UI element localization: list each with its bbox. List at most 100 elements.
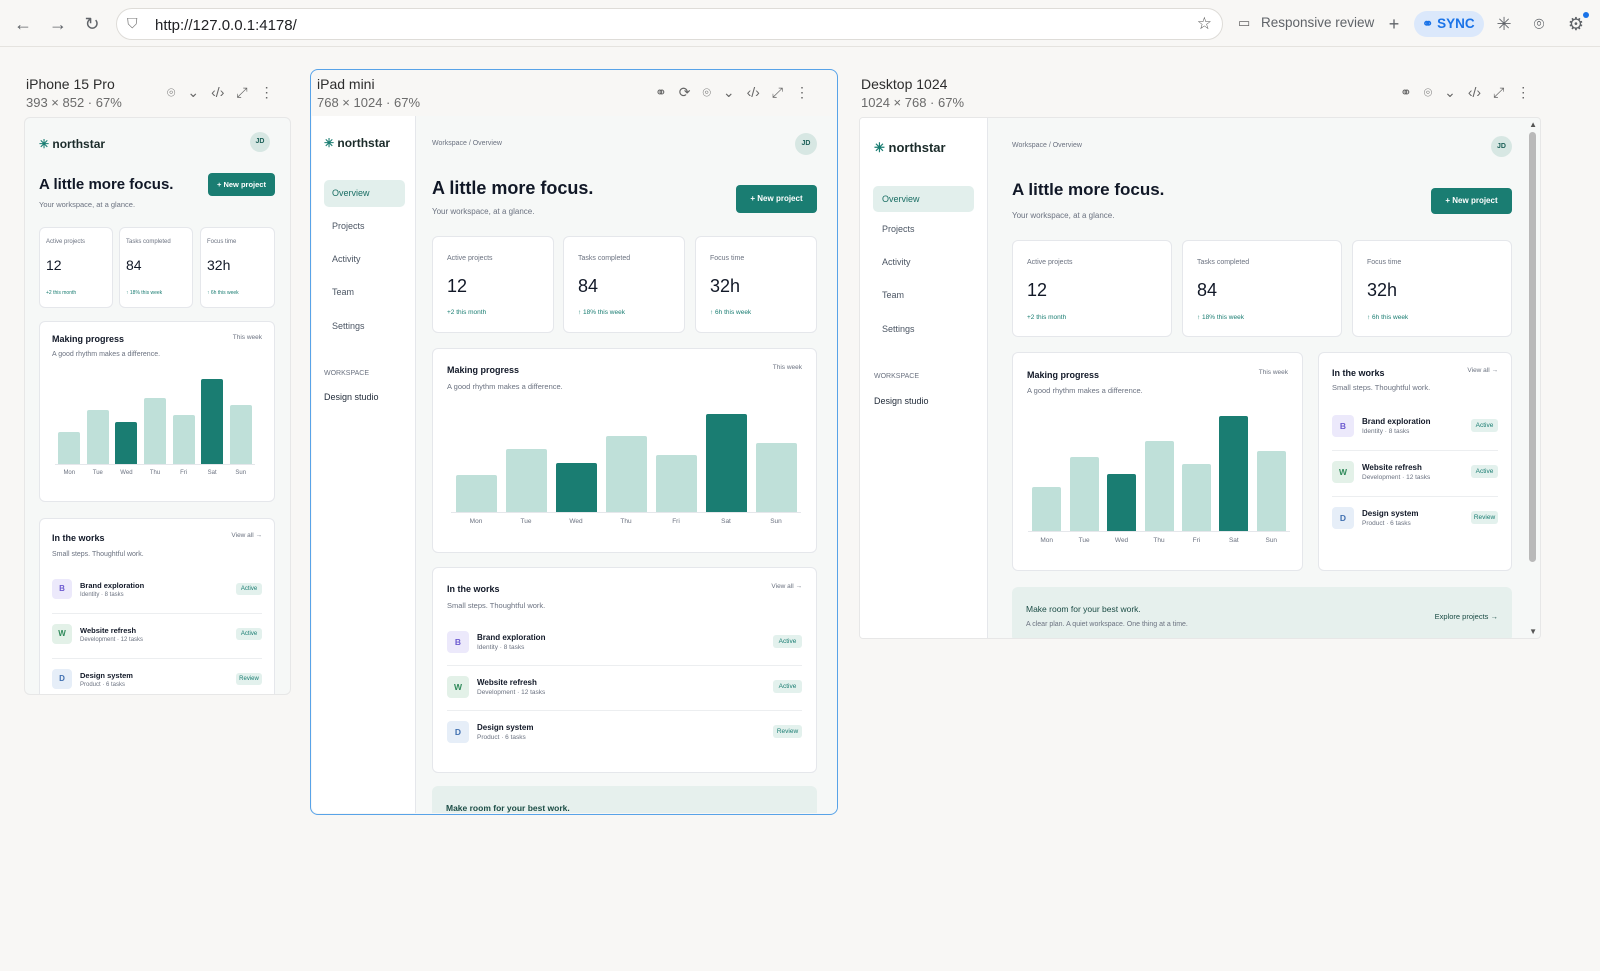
- avatar[interactable]: JD: [1491, 136, 1512, 157]
- star-icon: ✳: [324, 136, 338, 150]
- project-name[interactable]: Design system: [80, 671, 133, 680]
- expand-icon[interactable]: ⤢: [236, 84, 248, 100]
- code-icon[interactable]: ‹/›: [746, 84, 760, 100]
- more-icon[interactable]: ⋮: [1516, 84, 1531, 100]
- camera-icon[interactable]: ⌾: [167, 84, 176, 100]
- view-all-link[interactable]: View all →: [771, 583, 802, 590]
- scrollbar-thumb[interactable]: [1529, 132, 1536, 562]
- camera-icon[interactable]: ⌾: [1533, 14, 1545, 34]
- forward-icon[interactable]: →: [49, 14, 67, 34]
- nav-team[interactable]: Team: [882, 290, 905, 300]
- link-icon[interactable]: ⚭: [1400, 84, 1412, 100]
- expand-icon[interactable]: ⤢: [771, 84, 784, 100]
- status-badge: Review: [1471, 511, 1498, 524]
- workspace-name[interactable]: Design studio: [874, 396, 929, 406]
- address-bar[interactable]: ⛉ http://127.0.0.1:4178/ ☆: [116, 8, 1223, 40]
- code-icon[interactable]: ‹/›: [1467, 84, 1482, 100]
- project-name[interactable]: Design system: [477, 723, 534, 732]
- avatar[interactable]: JD: [250, 132, 270, 152]
- page-subtitle: Your workspace, at a glance.: [39, 200, 136, 209]
- project-meta: Product · 6 tasks: [1362, 520, 1411, 527]
- project-name[interactable]: Website refresh: [80, 626, 137, 635]
- nav-activity[interactable]: Activity: [882, 257, 911, 267]
- page-subtitle: Your workspace, at a glance.: [432, 207, 535, 216]
- chart-axis: [451, 512, 801, 513]
- project-name[interactable]: Website refresh: [477, 678, 537, 687]
- chevron-down-icon[interactable]: ⌄: [187, 84, 200, 100]
- view-all-link[interactable]: View all →: [1467, 367, 1498, 374]
- project-meta: Development · 12 tasks: [1362, 474, 1431, 481]
- back-icon[interactable]: ←: [14, 14, 32, 34]
- printer-icon: ▭: [1238, 15, 1251, 30]
- explore-projects-link[interactable]: Explore projects →: [1434, 612, 1498, 621]
- new-project-button[interactable]: + New project: [208, 173, 275, 196]
- workspace-name[interactable]: Design studio: [324, 392, 379, 402]
- project-tile: W: [1332, 461, 1354, 483]
- nav-activity[interactable]: Activity: [332, 254, 361, 264]
- rotate-icon[interactable]: ⟳: [678, 84, 691, 100]
- logo[interactable]: ✳ northstar: [324, 136, 390, 150]
- ipad-frame-selected[interactable]: [310, 69, 838, 815]
- nav-overview[interactable]: Overview: [324, 180, 405, 207]
- camera-icon[interactable]: ⌾: [1423, 84, 1433, 100]
- period-label[interactable]: This week: [1258, 369, 1288, 376]
- status-badge: Active: [773, 635, 802, 648]
- project-name[interactable]: Brand exploration: [80, 581, 145, 590]
- logo-text: northstar: [888, 140, 946, 155]
- expand-icon[interactable]: ⤢: [1493, 84, 1505, 100]
- breadcrumb: Workspace / Overview: [1012, 142, 1082, 149]
- scroll-up-icon[interactable]: ▲: [1529, 120, 1537, 129]
- stat-card: Tasks completed 84 ↑ 18% this week: [563, 236, 685, 333]
- view-all-link[interactable]: View all →: [231, 532, 262, 539]
- stat-card: Tasks completed 84 ↑ 18% this week: [119, 227, 193, 308]
- more-icon[interactable]: ⋮: [795, 84, 810, 100]
- nav-projects[interactable]: Projects: [332, 221, 365, 231]
- nav-projects[interactable]: Projects: [882, 224, 915, 234]
- page-title: A little more focus.: [432, 178, 594, 198]
- logo[interactable]: ✳ northstar: [39, 137, 105, 151]
- camera-icon[interactable]: ⌾: [702, 84, 711, 100]
- more-icon[interactable]: ⋮: [259, 84, 274, 100]
- status-badge: Active: [236, 628, 262, 640]
- nav-team[interactable]: Team: [332, 287, 355, 297]
- chevron-down-icon[interactable]: ⌄: [722, 84, 735, 100]
- status-badge: Active: [773, 680, 802, 693]
- stat-value: 12: [46, 257, 62, 273]
- url-text[interactable]: http://127.0.0.1:4178/: [155, 17, 297, 34]
- row-divider: [447, 710, 802, 711]
- bookmark-star-icon[interactable]: ☆: [1196, 14, 1212, 33]
- nav-settings[interactable]: Settings: [882, 324, 915, 334]
- works-title: In the works: [447, 584, 500, 594]
- desktop-title: Desktop 1024: [861, 76, 948, 92]
- project-name[interactable]: Brand exploration: [1362, 417, 1431, 426]
- project-name[interactable]: Design system: [1362, 509, 1419, 518]
- gear-icon[interactable]: ⚙: [1567, 14, 1585, 34]
- avatar[interactable]: JD: [795, 133, 817, 155]
- code-icon[interactable]: ‹/›: [211, 84, 225, 100]
- nav-settings[interactable]: Settings: [332, 321, 365, 331]
- period-label[interactable]: This week: [232, 334, 262, 341]
- progress-title: Making progress: [447, 365, 520, 375]
- add-icon[interactable]: +: [1388, 14, 1400, 34]
- scroll-down-icon[interactable]: ▼: [1529, 627, 1537, 636]
- project-tile: D: [52, 669, 72, 689]
- status-badge: Review: [236, 673, 262, 685]
- nav-overview[interactable]: Overview: [873, 186, 974, 212]
- new-project-button[interactable]: + New project: [736, 185, 817, 213]
- new-project-button[interactable]: + New project: [1431, 188, 1512, 214]
- project-name[interactable]: Website refresh: [1362, 463, 1422, 472]
- period-label[interactable]: This week: [772, 364, 802, 371]
- tick-label-wed: Wed: [120, 470, 133, 476]
- sync-button[interactable]: ⚭ SYNC: [1414, 11, 1484, 37]
- stat-delta: +2 this month: [46, 290, 77, 296]
- reload-icon[interactable]: ↻: [84, 14, 100, 34]
- stat-delta: +2 this month: [1027, 314, 1067, 321]
- link-icon[interactable]: ⚭: [655, 84, 667, 100]
- workspace-label: WORKSPACE: [874, 373, 919, 380]
- chevron-down-icon[interactable]: ⌄: [1444, 84, 1456, 100]
- responsive-review-label[interactable]: Responsive review: [1261, 15, 1375, 30]
- project-name[interactable]: Brand exploration: [477, 633, 546, 642]
- pointer-icon[interactable]: ✳: [1496, 14, 1512, 34]
- workspace-label: WORKSPACE: [324, 370, 369, 377]
- logo[interactable]: ✳ northstar: [874, 140, 946, 156]
